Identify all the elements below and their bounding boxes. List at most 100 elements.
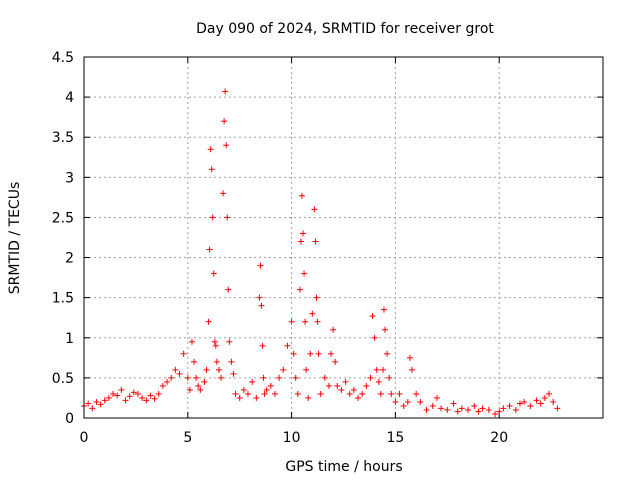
data-point [363, 382, 370, 389]
data-point [377, 390, 384, 397]
data-point [168, 374, 175, 381]
data-point [172, 366, 179, 373]
y-tick-label: 0 [65, 411, 74, 427]
data-point [301, 270, 308, 277]
data-point [259, 342, 266, 349]
data-point [409, 366, 416, 373]
data-point [224, 214, 231, 221]
data-point [527, 402, 534, 409]
data-point [386, 374, 393, 381]
data-point [375, 378, 382, 385]
grid-lines [84, 57, 603, 418]
data-point [296, 286, 303, 293]
data-point [257, 262, 264, 269]
data-point [396, 390, 403, 397]
data-point [492, 410, 499, 417]
data-point [184, 374, 191, 381]
data-point [205, 318, 212, 325]
data-point [143, 397, 150, 404]
data-point [485, 406, 492, 413]
data-point [465, 406, 472, 413]
data-point [110, 390, 117, 397]
data-point [313, 294, 320, 301]
y-tick-label: 3 [65, 170, 74, 186]
data-point [554, 405, 561, 412]
data-point [346, 390, 353, 397]
data-point [458, 405, 465, 412]
data-point [260, 374, 267, 381]
data-point [413, 390, 420, 397]
data-point [280, 366, 287, 373]
data-point [134, 390, 141, 397]
data-point [188, 338, 195, 345]
chart-title: Day 090 of 2024, SRMTID for receiver gro… [196, 21, 494, 37]
data-point [263, 386, 270, 393]
data-point [506, 402, 513, 409]
data-point [85, 400, 92, 407]
data-point [221, 118, 228, 125]
data-point [309, 310, 316, 317]
data-point [406, 354, 413, 361]
data-point [550, 398, 557, 405]
y-tick-label: 1 [65, 331, 74, 347]
data-point [305, 394, 312, 401]
data-point [186, 386, 193, 393]
data-point [226, 338, 233, 345]
data-point [328, 350, 335, 357]
data-point [240, 386, 247, 393]
data-point [302, 318, 309, 325]
data-point [342, 378, 349, 385]
y-axis-label: SRMTID / TECUs [7, 182, 23, 295]
data-point [500, 405, 507, 412]
data-point [450, 400, 457, 407]
data-points [81, 88, 561, 417]
data-point [288, 318, 295, 325]
data-point [355, 394, 362, 401]
data-point [317, 390, 324, 397]
data-point [105, 394, 112, 401]
data-point [367, 374, 374, 381]
data-point [118, 386, 125, 393]
data-point [338, 386, 345, 393]
data-point [350, 386, 357, 393]
data-point [369, 313, 376, 320]
data-point [126, 393, 133, 400]
data-point [417, 398, 424, 405]
data-point [382, 326, 389, 333]
data-point [191, 358, 198, 365]
data-point [164, 378, 171, 385]
data-point [423, 406, 430, 413]
data-point [89, 405, 96, 412]
data-point [392, 398, 399, 405]
data-point [218, 374, 225, 381]
data-point [122, 397, 129, 404]
data-point [400, 402, 407, 409]
data-point [433, 394, 440, 401]
y-tick-label: 0.5 [52, 371, 74, 387]
y-tick-label: 3.5 [52, 130, 74, 146]
data-point [533, 397, 540, 404]
data-point [294, 390, 301, 397]
data-point [388, 390, 395, 397]
x-tick-label: 0 [80, 430, 89, 446]
data-point [201, 378, 208, 385]
x-tick-label: 15 [386, 430, 404, 446]
data-point [220, 190, 227, 197]
data-point [230, 370, 237, 377]
data-point [471, 402, 478, 409]
data-point [429, 402, 436, 409]
data-point [236, 394, 243, 401]
data-point [373, 366, 380, 373]
data-point [300, 230, 307, 237]
data-point [298, 192, 305, 199]
data-point [176, 370, 183, 377]
data-point [101, 397, 108, 404]
data-point [512, 406, 519, 413]
data-point [541, 394, 548, 401]
y-tick-label: 4 [65, 90, 74, 106]
data-point [311, 206, 318, 213]
data-point [546, 390, 553, 397]
data-point [232, 390, 239, 397]
x-tick-label: 20 [490, 430, 508, 446]
